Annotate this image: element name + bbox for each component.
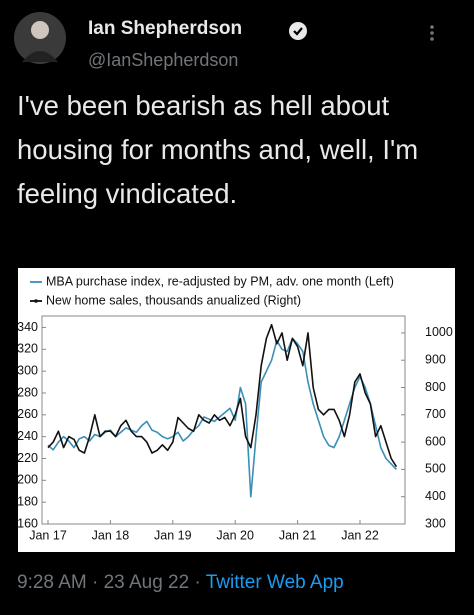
x-tick-label: Jan 21 — [279, 528, 317, 542]
y-tick-label: 280 — [18, 385, 38, 399]
x-tick-label: Jan 20 — [216, 528, 254, 542]
y2-tick-label: 800 — [425, 380, 446, 394]
y-tick-label: 160 — [18, 516, 38, 530]
x-tick-label: Jan 17 — [29, 528, 67, 542]
plot-frame — [41, 315, 406, 525]
y-tick-label: 260 — [18, 407, 38, 421]
legend-label: New home sales, thousands anualized (Rig… — [46, 293, 301, 307]
y2-tick-label: 600 — [425, 434, 446, 448]
tweet-text: I've been bearish as hell about housing … — [17, 90, 419, 209]
time: 9:28 AM — [17, 572, 87, 593]
y2-tick-label: 900 — [425, 353, 446, 367]
source[interactable]: Twitter Web App — [205, 572, 344, 593]
series-line — [47, 323, 398, 468]
y2-tick-label: 500 — [425, 462, 446, 476]
series-line — [47, 337, 397, 498]
header-icons — [14, 12, 434, 64]
author-handle[interactable]: @IanShepherdson — [88, 50, 239, 70]
x-tick-label: Jan 22 — [341, 528, 379, 542]
x-tick-label: Jan 19 — [154, 528, 192, 542]
legend-marker — [34, 299, 38, 303]
y-tick-label: 200 — [18, 473, 38, 487]
author-name[interactable]: Ian Shepherdson — [88, 18, 243, 39]
tweet-footer: 9:28 AM · 23 Aug 22 · Twitter Web App — [17, 572, 344, 594]
y2-tick-label: 400 — [425, 489, 446, 503]
avatar-suit — [22, 51, 58, 62]
legend-label: MBA purchase index, re-adjusted by PM, a… — [46, 274, 394, 288]
y-tick-label: 320 — [18, 342, 38, 356]
date: 23 Aug 22 — [103, 572, 190, 593]
separator: · — [92, 572, 99, 593]
separator: · — [194, 572, 201, 593]
chart[interactable]: 160 180 200 220 240 260 280 300 320 340 300 400 500 6… — [18, 268, 455, 552]
y-tick-label: 240 — [18, 429, 38, 443]
y-tick-label: 180 — [18, 494, 38, 508]
y2-tick-label: 700 — [425, 407, 446, 421]
avatar-face — [31, 21, 49, 39]
y-tick-label: 340 — [18, 320, 38, 334]
verified-badge — [289, 22, 307, 40]
y-tick-label: 220 — [18, 451, 38, 465]
y2-tick-label: 1000 — [425, 325, 453, 339]
y-tick-label: 300 — [18, 363, 38, 377]
x-tick-label: Jan 18 — [92, 528, 130, 542]
y2-tick-label: 300 — [425, 516, 446, 530]
more-menu[interactable] — [430, 25, 434, 41]
